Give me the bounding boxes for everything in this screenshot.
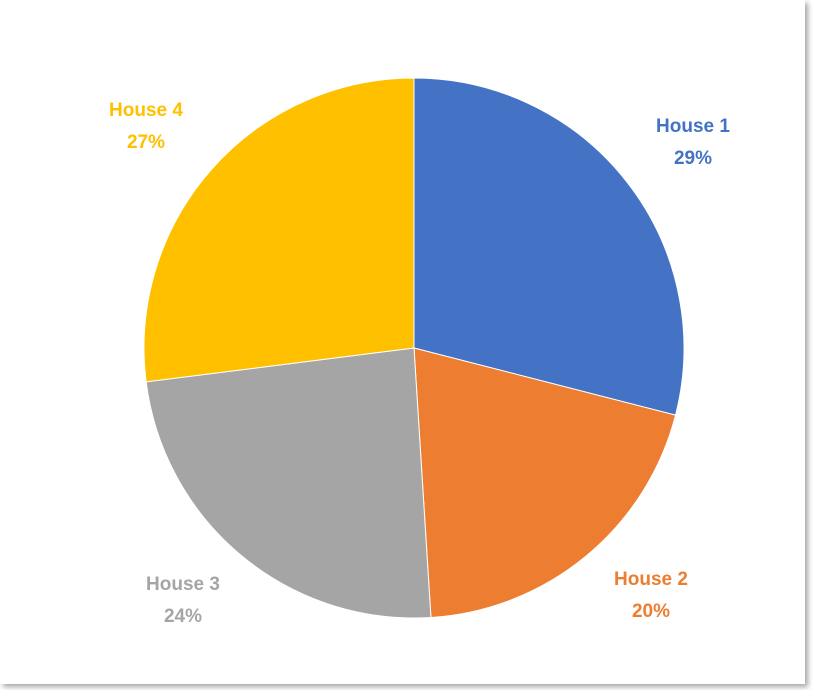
slice-label-percent: 29% (674, 148, 712, 169)
pie-labels: House 1 29% House 2 20% House 3 24% House 4 27% (109, 100, 730, 627)
slice-label-name: House 1 (656, 116, 730, 137)
slice-label-percent: 27% (127, 132, 165, 153)
pie-slice-house-3 (145, 347, 432, 619)
slice-label-name: House 4 (109, 100, 183, 121)
slice-label-name: House 2 (614, 569, 688, 590)
pie-slice-house-2 (413, 347, 677, 619)
slice-label-percent: 20% (632, 601, 670, 622)
slice-label-percent: 24% (164, 606, 202, 627)
chart-frame: House 1 29% House 2 20% House 3 24% House 4 27% (109, 77, 731, 627)
pie-slices (143, 77, 685, 619)
pie-chart: House 1 29% House 2 20% House 3 24% House 4 27% (109, 77, 730, 627)
pie-slice-house-1 (413, 77, 685, 416)
pie-slice-house-4 (143, 77, 415, 383)
slice-label-name: House 3 (146, 574, 220, 595)
